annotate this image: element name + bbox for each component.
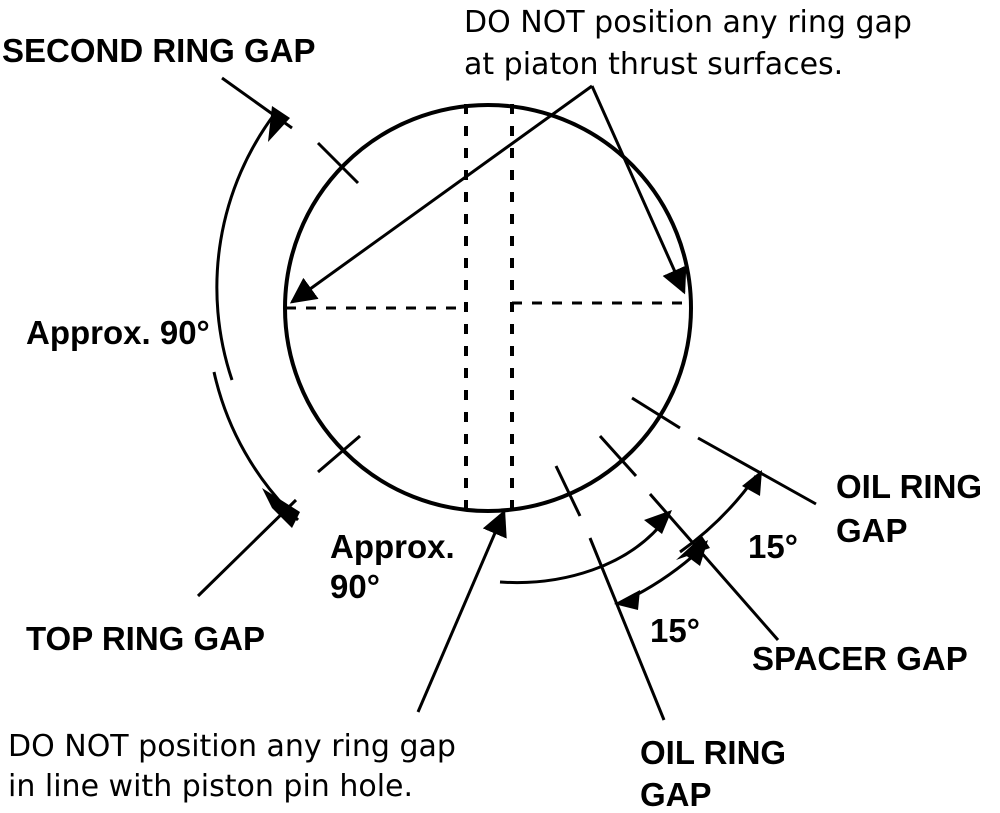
left-arc-arrowhead-top bbox=[268, 106, 290, 142]
left-arc-arrowhead-bottom bbox=[262, 488, 300, 528]
top-ring-gap-marker bbox=[196, 434, 361, 598]
oil-ring-gap-upper-line2: GAP bbox=[836, 512, 908, 549]
oil-ring-gap-upper-line1: OIL RING bbox=[836, 468, 983, 505]
thrust-axis bbox=[286, 301, 688, 310]
second-ring-gap-label: SECOND RING GAP bbox=[2, 32, 316, 69]
angle-15-lower-label: 15° bbox=[650, 612, 700, 649]
lower-15-arrowhead bbox=[614, 590, 640, 610]
bottom-90-arc bbox=[499, 515, 670, 585]
piston-outline bbox=[283, 103, 693, 513]
spacer-gap-label: SPACER GAP bbox=[752, 640, 968, 677]
upper-15-arrowhead-top bbox=[742, 470, 762, 496]
pin-note-leader bbox=[416, 509, 507, 713]
thrust-note-leaders bbox=[289, 84, 687, 304]
top-ring-gap-label: TOP RING GAP bbox=[26, 620, 265, 657]
thrust-note-line2: at piaton thrust surfaces. bbox=[464, 47, 844, 82]
left-90-arc-lower bbox=[212, 371, 300, 522]
approx-90-bottom-line1: Approx. bbox=[330, 528, 455, 565]
piston-pin-axis bbox=[464, 104, 514, 510]
thrust-note-line1: DO NOT position any ring gap bbox=[464, 5, 912, 40]
oil-ring-gap-lower-marker bbox=[554, 465, 666, 721]
lower-15-arrowhead-top bbox=[684, 540, 708, 566]
angle-15-upper-label: 15° bbox=[748, 528, 798, 565]
oil-ring-gap-upper-marker bbox=[631, 396, 817, 506]
pin-note-line1: DO NOT position any ring gap bbox=[8, 729, 456, 764]
pin-note-line2: in line with piston pin hole. bbox=[8, 769, 414, 804]
spacer-gap-marker bbox=[598, 434, 780, 641]
oil-ring-gap-lower-line1: OIL RING bbox=[640, 734, 787, 771]
left-90-arc bbox=[215, 111, 278, 381]
oil-ring-gap-lower-line2: GAP bbox=[640, 776, 712, 813]
bottom-arc-arrowhead bbox=[644, 510, 672, 534]
approx-90-bottom-line2: 90° bbox=[330, 568, 380, 605]
approx-90-left-label: Approx. 90° bbox=[26, 314, 210, 351]
